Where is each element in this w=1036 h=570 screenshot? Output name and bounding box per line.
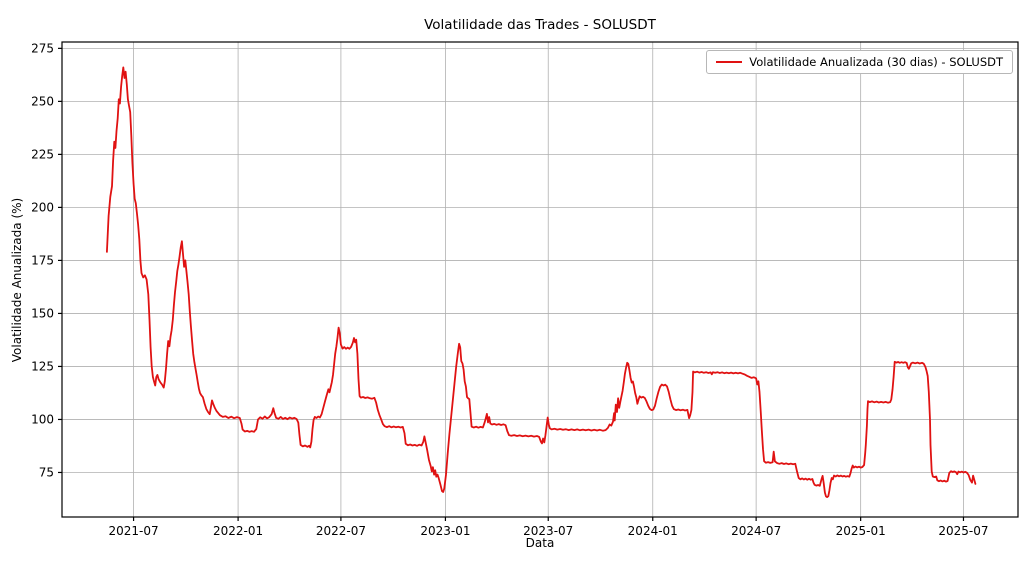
plot-border [61, 41, 1019, 518]
x-tick-label: 2022-07 [316, 524, 366, 538]
y-tick-label: 150 [31, 307, 54, 321]
x-tick-label: 2025-01 [836, 524, 886, 538]
x-tick-label: 2022-01 [213, 524, 263, 538]
legend: Volatilidade Anualizada (30 dias) - SOLU… [706, 50, 1013, 74]
volatility-line [106, 66, 977, 499]
legend-label: Volatilidade Anualizada (30 dias) - SOLU… [749, 55, 1003, 69]
x-axis-label: Data [525, 536, 555, 550]
y-tick-label: 250 [31, 95, 54, 109]
legend-line-sample [716, 61, 743, 63]
y-tick-label: 125 [31, 360, 54, 374]
y-axis-label: Volatilidade Anualizada (%) [10, 197, 24, 363]
y-tick-label: 100 [31, 413, 54, 427]
x-tick-label: 2025-07 [938, 524, 988, 538]
x-tick-label: 2024-07 [731, 524, 781, 538]
chart-title: Volatilidade das Trades - SOLUSDT [424, 17, 656, 33]
x-tick-label: 2023-01 [420, 524, 470, 538]
y-tick-label: 175 [31, 254, 54, 268]
x-tick-label: 2021-07 [109, 524, 159, 538]
x-tick-label: 2024-01 [628, 524, 678, 538]
x-tick-label: 2023-07 [523, 524, 573, 538]
y-tick-label: 275 [31, 42, 54, 56]
y-tick-label: 200 [31, 201, 54, 215]
y-tick-label: 75 [39, 466, 54, 480]
y-tick-label: 225 [31, 148, 54, 162]
